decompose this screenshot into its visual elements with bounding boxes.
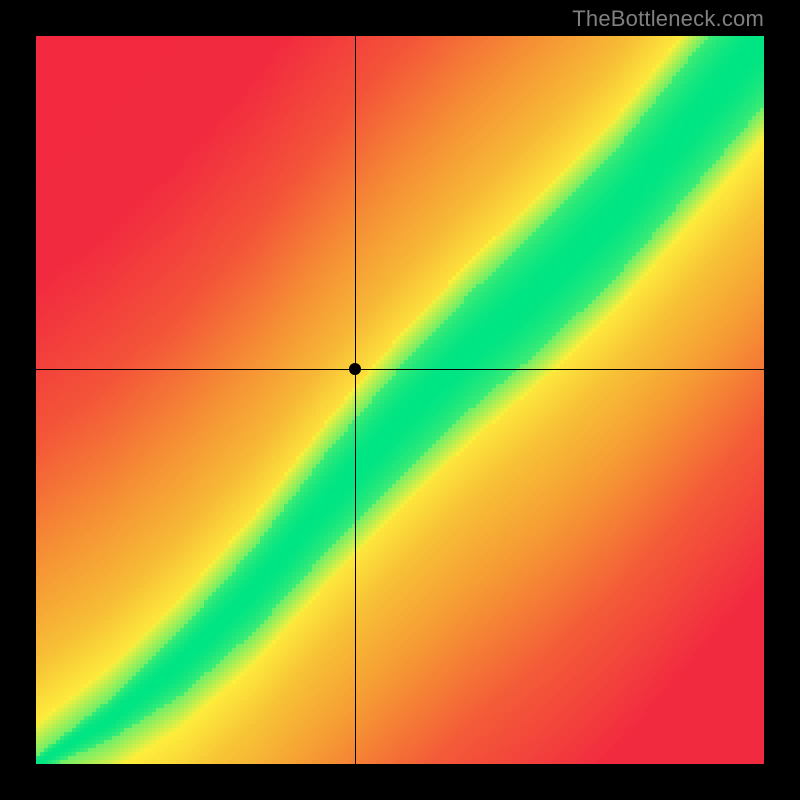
heatmap-canvas bbox=[36, 36, 764, 764]
plot-area bbox=[36, 36, 764, 764]
crosshair-horizontal bbox=[36, 369, 764, 370]
outer-frame: TheBottleneck.com bbox=[0, 0, 800, 800]
crosshair-vertical bbox=[355, 36, 356, 764]
watermark-text: TheBottleneck.com bbox=[572, 6, 764, 32]
marker-dot bbox=[349, 363, 361, 375]
